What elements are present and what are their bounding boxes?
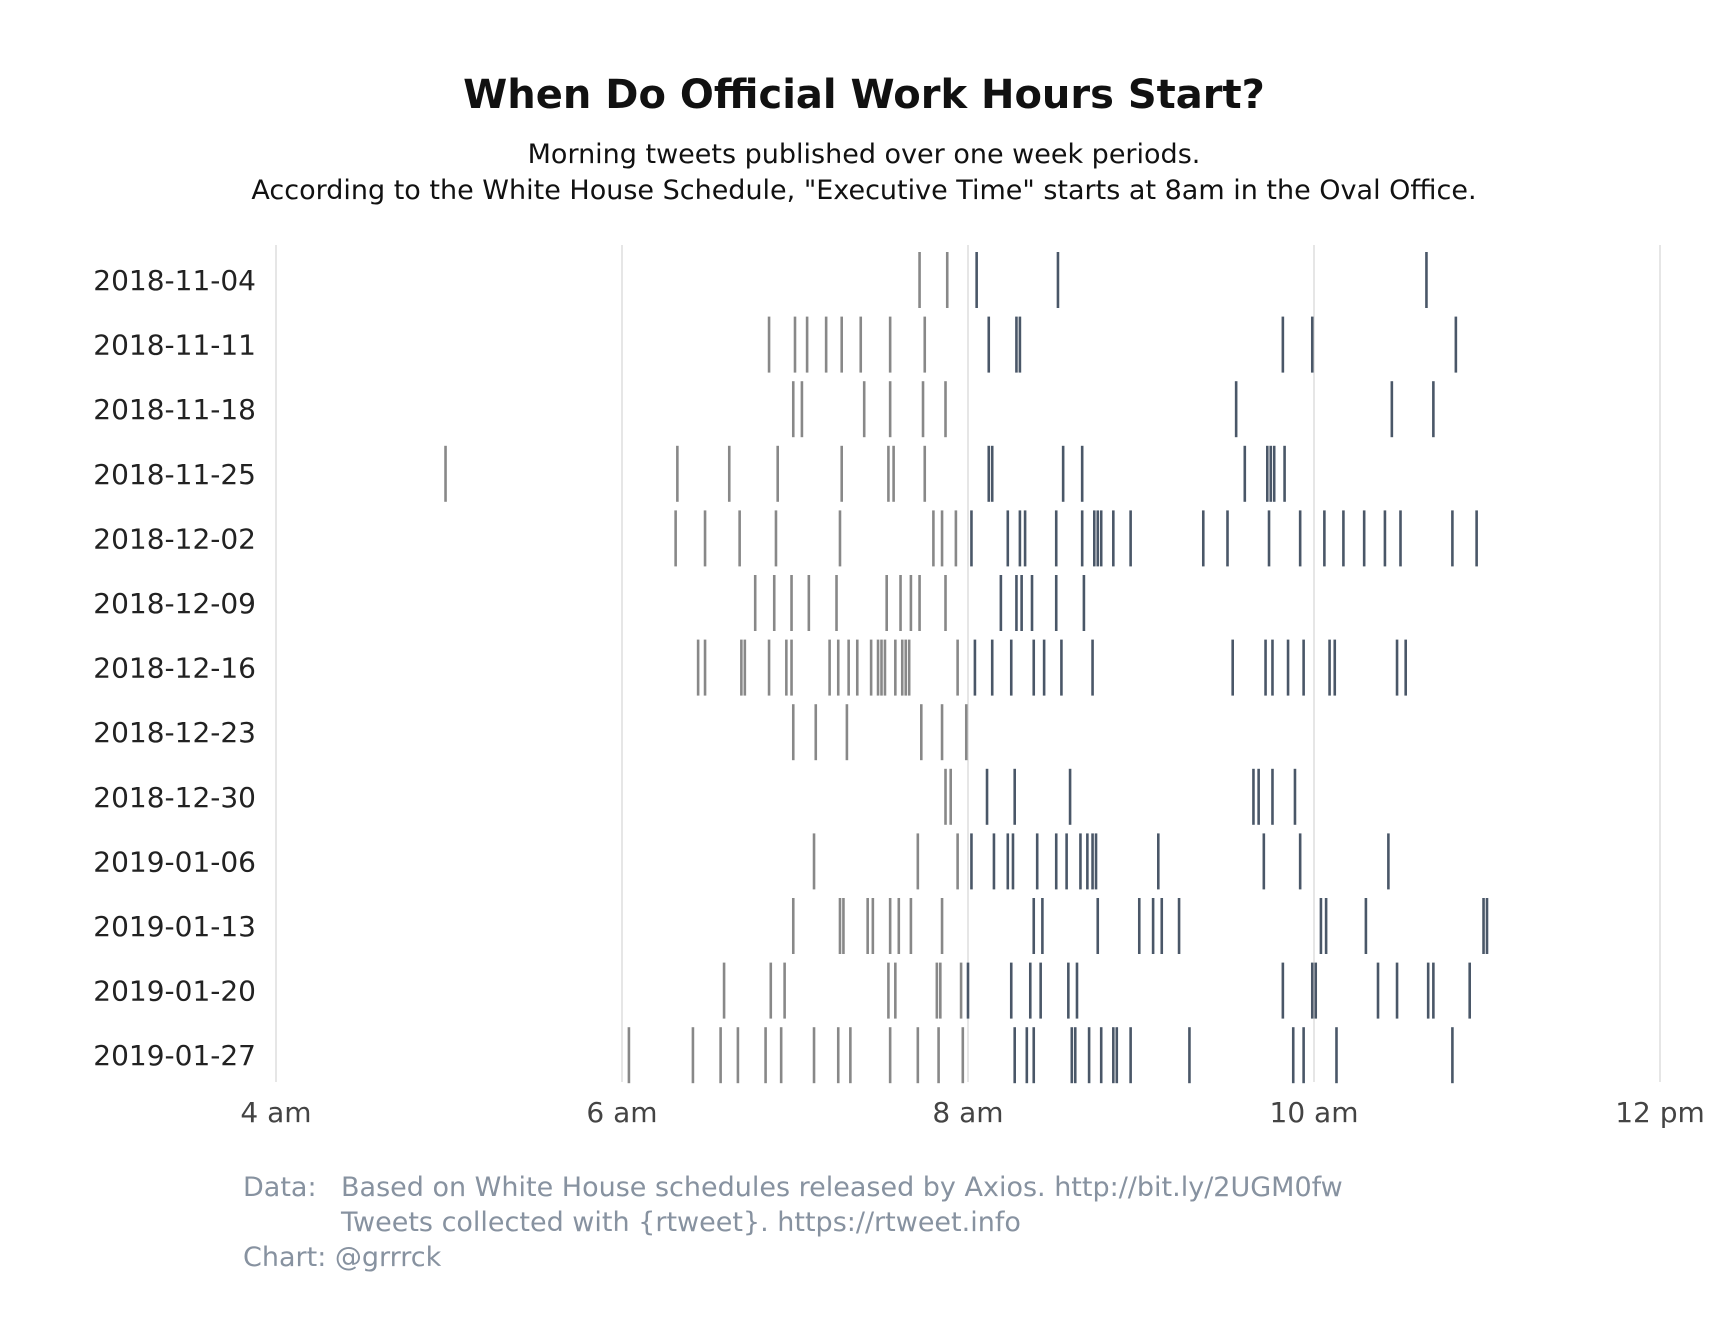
y-axis-labels: 2018-11-04 2018-11-11 2018-11-18 2018-11-25…: [93, 264, 256, 1072]
y-tick-label: 2018-12-02: [93, 522, 256, 555]
x-axis-labels: 4 am 6 am 8 am 10 am 12 pm: [240, 1096, 1704, 1129]
y-tick-label: 2018-11-04: [93, 264, 256, 297]
y-tick-label: 2018-12-09: [93, 587, 256, 620]
y-tick-label: 2018-11-11: [93, 329, 256, 362]
chart-subtitle-line-1: Morning tweets published over one week p…: [527, 139, 1201, 170]
x-tick-label: 10 am: [1270, 1096, 1359, 1129]
y-tick-label: 2018-11-18: [93, 393, 256, 426]
y-tick-label: 2018-11-25: [93, 458, 256, 491]
x-tick-label: 6 am: [586, 1096, 657, 1129]
y-tick-label: 2018-12-23: [93, 716, 256, 749]
y-tick-label: 2019-01-20: [93, 975, 256, 1008]
chart-title: When Do Official Work Hours Start?: [463, 72, 1265, 118]
y-tick-label: 2018-12-16: [93, 652, 256, 685]
y-tick-label: 2019-01-06: [93, 845, 256, 878]
chart-subtitle-line-2: According to the White House Schedule, "…: [251, 175, 1477, 206]
y-tick-label: 2019-01-27: [93, 1039, 256, 1072]
x-tick-label: 4 am: [240, 1096, 311, 1129]
caption-data-label: Data:: [243, 1172, 317, 1203]
tweet-marks: [444, 252, 1489, 1084]
caption-chart-credit: Chart: @grrrck: [243, 1242, 442, 1273]
x-tick-label: 8 am: [932, 1096, 1003, 1129]
caption-data-line-2: Tweets collected with {rtweet}. https://…: [341, 1207, 1021, 1238]
grid-lines: [275, 245, 1661, 1082]
x-tick-label: 12 pm: [1615, 1096, 1705, 1129]
caption-data-line-1: Based on White House schedules released …: [341, 1172, 1343, 1203]
y-tick-label: 2019-01-13: [93, 910, 256, 943]
y-tick-label: 2018-12-30: [93, 781, 256, 814]
